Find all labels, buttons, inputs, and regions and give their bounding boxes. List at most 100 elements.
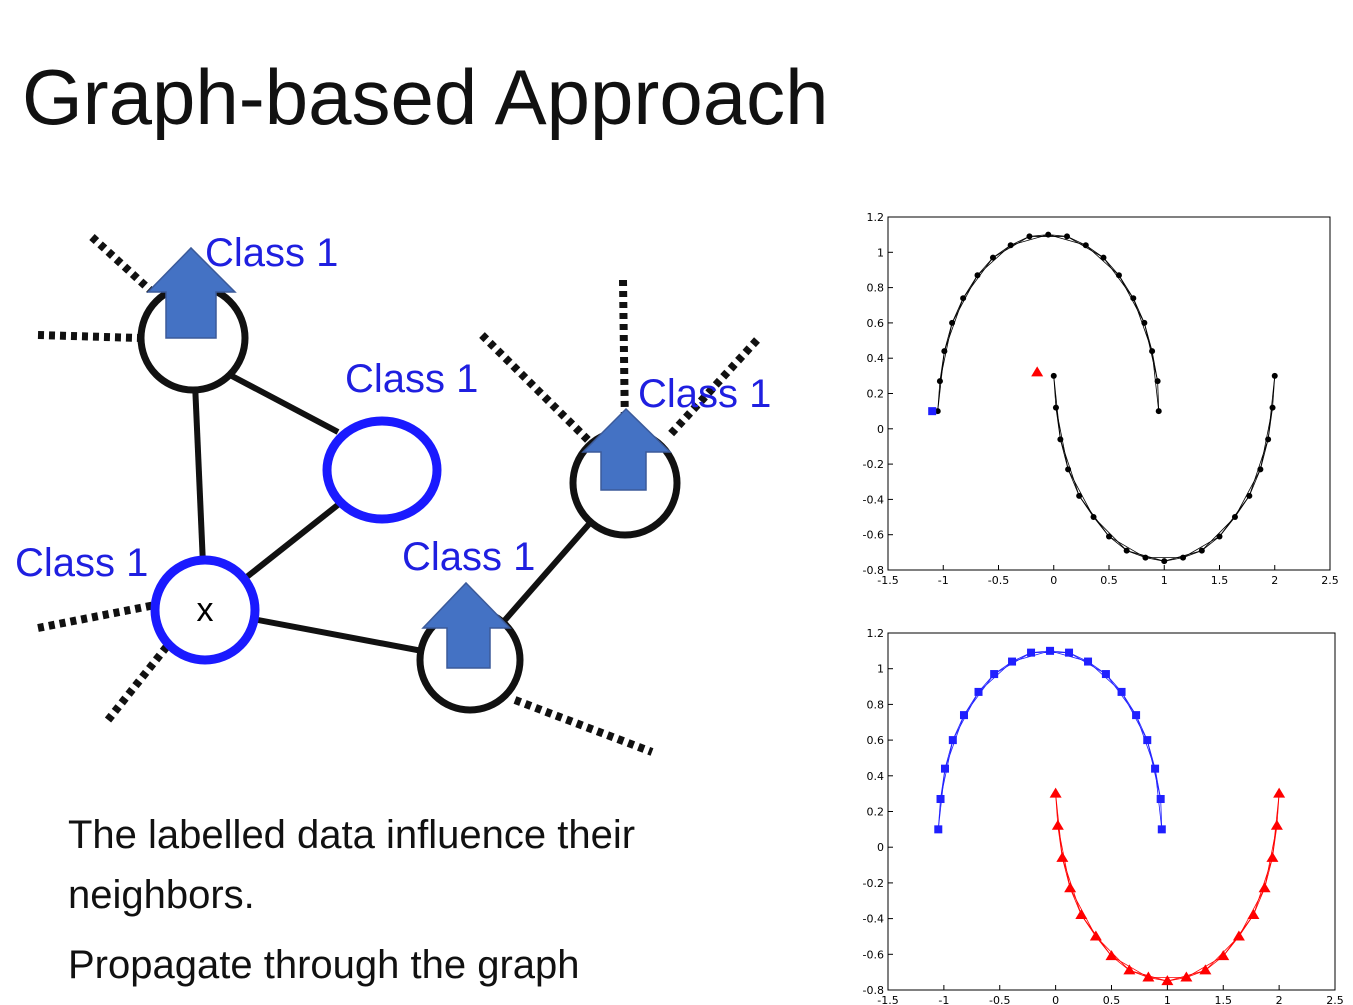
graph-edge <box>937 768 946 830</box>
point <box>1084 657 1093 666</box>
point <box>1101 670 1110 679</box>
bullet-list: The labelled data influence their neighb… <box>68 805 768 1005</box>
point <box>1115 272 1122 279</box>
point <box>1142 554 1149 561</box>
point <box>1064 882 1077 893</box>
point <box>1149 348 1156 355</box>
graph-edge <box>1055 407 1061 440</box>
graph-edge <box>1078 495 1110 537</box>
graph-edge <box>1055 793 1059 826</box>
x-tick-label: 0 <box>1050 574 1057 587</box>
y-tick-label: 1.2 <box>867 211 885 224</box>
point <box>1026 233 1033 240</box>
graph-edge <box>1222 936 1240 957</box>
class-label: Class 1 <box>638 372 771 416</box>
point <box>1216 533 1223 540</box>
point <box>1045 231 1052 238</box>
plot-frame <box>887 216 1331 571</box>
point <box>941 348 948 355</box>
graph-edge <box>1148 977 1168 982</box>
graph-edge <box>1053 375 1057 408</box>
graph-edge <box>1053 375 1061 440</box>
graph-edge <box>1011 652 1032 662</box>
class-label: Class 1 <box>402 535 535 579</box>
x-tick-label: 1 <box>1164 994 1171 1005</box>
graph-edge <box>1154 768 1163 830</box>
point <box>936 795 945 804</box>
graph-edge <box>1267 407 1273 440</box>
graph-edge <box>1264 857 1273 889</box>
graph-edge <box>937 381 941 412</box>
y-tick-label: 0.4 <box>867 770 885 783</box>
point <box>960 295 967 302</box>
point <box>1141 319 1148 326</box>
graph-edge <box>1081 914 1112 957</box>
graph-edge <box>951 275 978 324</box>
graph-edge <box>1103 257 1120 276</box>
point <box>1180 971 1193 982</box>
graph-edge <box>952 714 965 741</box>
graph-edge <box>977 244 1011 276</box>
point <box>940 764 949 773</box>
graph-edge <box>993 652 1032 675</box>
point <box>1075 909 1088 920</box>
graph-edge <box>1010 234 1049 246</box>
y-tick-label: 0 <box>877 423 884 436</box>
graph-edge <box>1234 469 1261 518</box>
graph-edge <box>1129 969 1168 982</box>
graph-edge <box>1205 936 1240 971</box>
point <box>990 670 999 679</box>
point <box>1161 975 1174 986</box>
graph-edge <box>952 691 979 741</box>
graph-edge <box>1164 557 1184 562</box>
y-tick-label: -0.4 <box>863 493 884 506</box>
point <box>1257 466 1264 473</box>
graph-edge <box>1067 469 1080 497</box>
point <box>1052 404 1059 411</box>
y-tick-label: -0.2 <box>863 877 884 890</box>
y-tick-label: -0.6 <box>863 529 884 542</box>
y-tick-label: 0 <box>877 841 884 854</box>
point <box>1117 687 1126 696</box>
y-tick-label: -0.8 <box>863 564 884 577</box>
x-tick-label: -0.5 <box>989 994 1010 1005</box>
point <box>1049 787 1062 798</box>
graph-edge <box>951 298 964 324</box>
graph-edge <box>1132 298 1153 352</box>
graph-edge <box>1238 888 1265 937</box>
class-arrows <box>146 246 672 669</box>
point <box>936 378 943 385</box>
graph-edge <box>940 768 946 800</box>
point <box>1132 711 1141 720</box>
point <box>934 408 941 415</box>
graph-edge <box>1276 793 1280 826</box>
graph-edge <box>962 257 994 299</box>
point <box>948 736 957 745</box>
bullet: The labelled data influence their neighb… <box>68 813 636 917</box>
point <box>1007 242 1014 249</box>
graph-edge <box>1061 857 1082 916</box>
graph-edge <box>1186 955 1224 978</box>
point <box>1270 819 1283 830</box>
graph-edge <box>962 275 978 299</box>
point <box>1076 492 1083 499</box>
point <box>1269 404 1276 411</box>
point <box>949 319 956 326</box>
graph-edge <box>943 322 953 352</box>
graph-edge <box>1067 469 1094 518</box>
graph-diagram: x Class 1 Class 1 Class 1 Class 1 Class … <box>15 231 771 756</box>
point <box>1180 554 1187 561</box>
point <box>1154 378 1161 385</box>
graph-edge <box>1085 244 1104 258</box>
graph-edge <box>1234 495 1250 518</box>
slide-title: Graph-based Approach <box>22 53 829 141</box>
x-tick-label: 1.5 <box>1211 574 1229 587</box>
class-label: Class 1 <box>205 231 338 275</box>
graph-edge <box>992 236 1030 258</box>
point <box>1008 657 1017 666</box>
x-tick-label: -1.5 <box>877 574 898 587</box>
point <box>928 407 937 416</box>
graph-edge <box>992 244 1011 258</box>
x-tick-label: -1.5 <box>877 994 898 1005</box>
